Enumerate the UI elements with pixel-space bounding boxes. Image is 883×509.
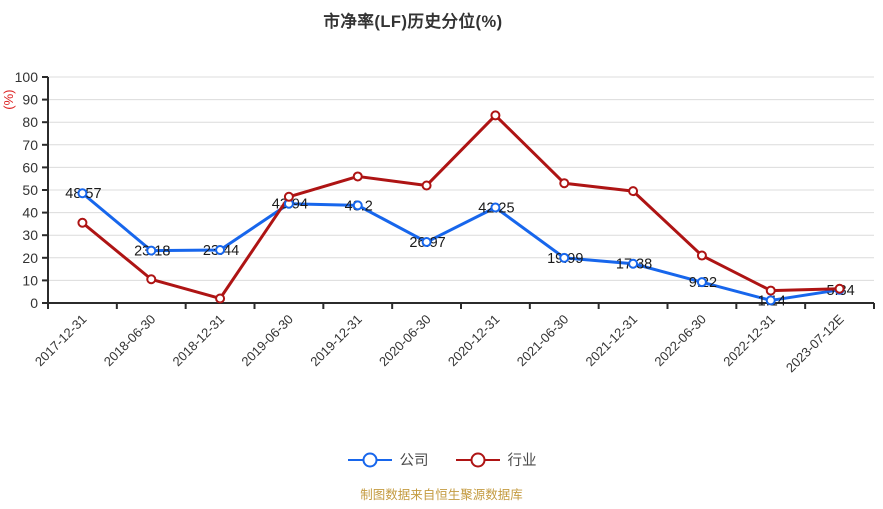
- svg-text:2020-12-31: 2020-12-31: [445, 312, 503, 370]
- svg-text:30: 30: [22, 227, 38, 243]
- svg-text:(%): (%): [1, 89, 16, 109]
- legend-item-company[interactable]: 公司: [347, 449, 429, 470]
- svg-text:2018-12-31: 2018-12-31: [170, 312, 228, 370]
- svg-text:2017-12-31: 2017-12-31: [32, 312, 90, 370]
- svg-text:2019-12-31: 2019-12-31: [307, 312, 365, 370]
- svg-text:2022-12-31: 2022-12-31: [720, 312, 778, 370]
- svg-text:40: 40: [22, 205, 38, 221]
- legend-label-industry: 行业: [507, 453, 537, 469]
- svg-text:2023-07-12E: 2023-07-12E: [783, 311, 847, 375]
- chart-title: 市净率(LF)历史分位(%): [323, 13, 503, 31]
- industry-series-marker-icon: [455, 452, 500, 467]
- company-series-marker-icon: [347, 452, 392, 467]
- data-source-note: 制图数据来自恒生聚源数据库: [360, 488, 523, 502]
- svg-text:50: 50: [22, 182, 38, 198]
- line-chart-plot-area: 0 10 20 30 40 50 60 70 80 90 100 2017-12-31 2018-06-…: [1, 69, 875, 375]
- svg-text:20: 20: [22, 250, 38, 266]
- svg-text:60: 60: [22, 159, 38, 175]
- svg-text:2021-06-30: 2021-06-30: [514, 312, 572, 370]
- legend-item-industry[interactable]: 行业: [455, 449, 537, 470]
- svg-text:100: 100: [15, 69, 39, 85]
- chart-legend: 公司 行业: [0, 449, 883, 470]
- svg-text:2021-12-31: 2021-12-31: [583, 312, 641, 370]
- svg-text:0: 0: [30, 295, 38, 311]
- svg-text:2022-06-30: 2022-06-30: [651, 312, 709, 370]
- svg-text:80: 80: [22, 114, 38, 130]
- legend-label-company: 公司: [399, 453, 429, 469]
- svg-text:90: 90: [22, 92, 38, 108]
- svg-text:2018-06-30: 2018-06-30: [101, 312, 159, 370]
- svg-text:2019-06-30: 2019-06-30: [238, 312, 296, 370]
- svg-text:10: 10: [22, 272, 38, 288]
- svg-text:70: 70: [22, 137, 38, 153]
- svg-text:2020-06-30: 2020-06-30: [376, 312, 434, 370]
